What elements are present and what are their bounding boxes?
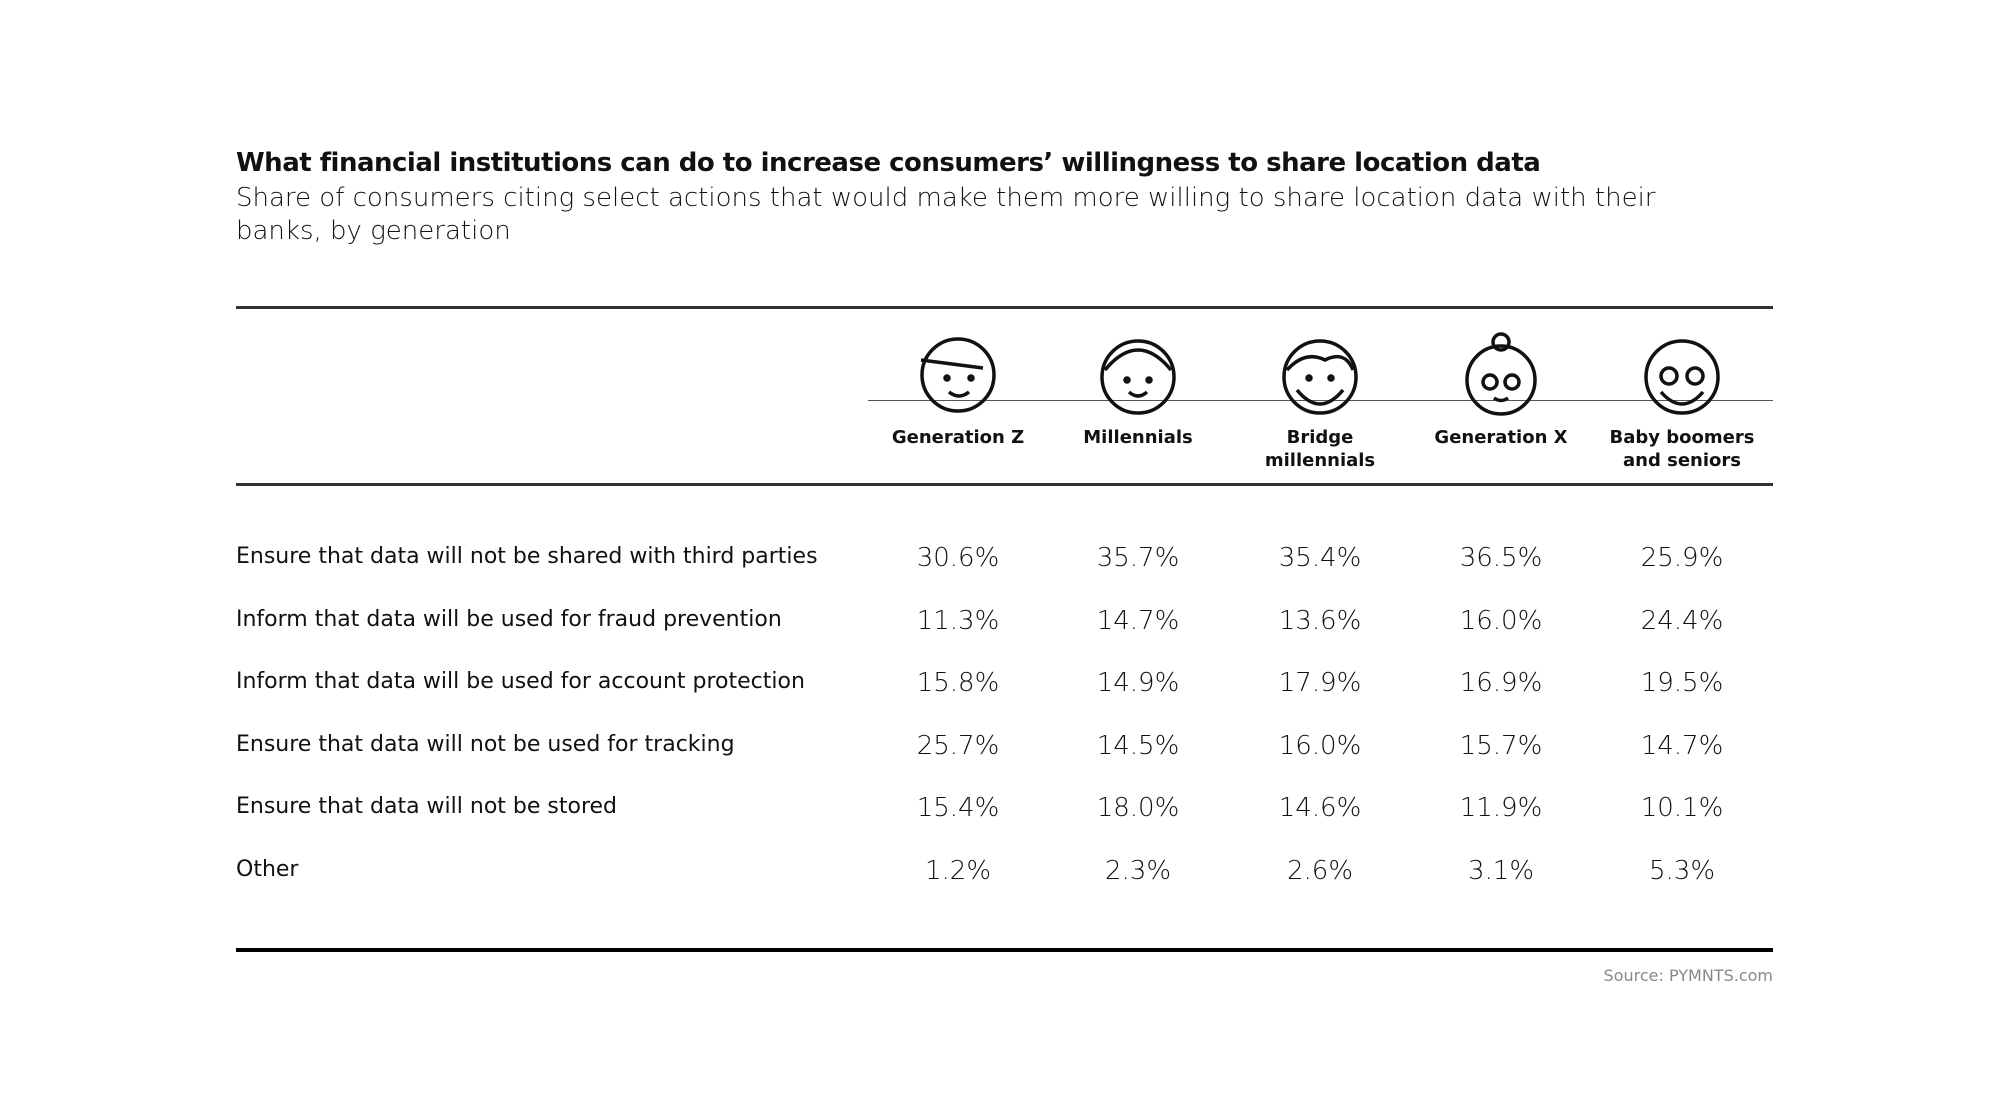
icon-millennials xyxy=(1100,339,1176,415)
cell-value: 15.7% xyxy=(1459,730,1543,761)
cell-value: 2.3% xyxy=(1104,855,1172,886)
row-label: Other xyxy=(236,856,299,882)
cell-value: 19.5% xyxy=(1640,668,1724,698)
row-label: Inform that data will be used for fraud … xyxy=(236,606,782,632)
cell-value: 24.4% xyxy=(1640,605,1724,636)
bottom-rule xyxy=(236,948,1773,952)
cell-value: 14.7% xyxy=(1640,730,1724,761)
column-header: Generation Z xyxy=(891,427,1025,448)
icon-bridge xyxy=(1282,339,1358,415)
cell-value: 14.5% xyxy=(1096,730,1180,761)
column-header: Baby boomers and seniors xyxy=(1609,427,1755,471)
cell-value: 14.7% xyxy=(1096,605,1180,636)
cell-value: 5.3% xyxy=(1648,855,1716,886)
cell-value: 13.6% xyxy=(1278,605,1362,636)
cell-value: 15.4% xyxy=(916,793,1000,823)
top-rule xyxy=(236,306,1773,309)
column-header: Generation X xyxy=(1434,427,1568,448)
column-header: Millennials xyxy=(1083,427,1193,448)
cell-value: 15.8% xyxy=(916,668,1000,698)
row-label: Inform that data will be used for accoun… xyxy=(236,669,805,694)
icon-line xyxy=(868,400,1773,401)
cell-value: 36.5% xyxy=(1459,543,1543,573)
cell-value: 14.9% xyxy=(1096,668,1180,698)
cell-value: 16.9% xyxy=(1459,668,1543,698)
title: What financial institutions can do to in… xyxy=(236,148,1541,178)
cell-value: 16.0% xyxy=(1278,730,1362,761)
icon-gen-x xyxy=(1465,332,1537,416)
cell-value: 35.4% xyxy=(1278,543,1362,573)
cell-value: 11.9% xyxy=(1459,793,1543,823)
row-label: Ensure that data will not be used for tr… xyxy=(236,731,735,757)
cell-value: 3.1% xyxy=(1467,855,1535,886)
cell-value: 2.6% xyxy=(1286,855,1354,886)
row-label: Ensure that data will not be shared with… xyxy=(236,544,818,569)
icon-boomers xyxy=(1644,339,1720,415)
cell-value: 10.1% xyxy=(1640,793,1724,823)
subtitle: Share of consumers citing select actions… xyxy=(236,183,1656,246)
cell-value: 25.9% xyxy=(1640,543,1724,573)
cell-value: 11.3% xyxy=(916,605,1000,636)
cell-value: 17.9% xyxy=(1278,668,1362,698)
row-label: Ensure that data will not be stored xyxy=(236,794,618,819)
cell-value: 1.2% xyxy=(924,855,992,886)
cell-value: 25.7% xyxy=(916,730,1000,761)
cell-value: 35.7% xyxy=(1096,543,1180,573)
source: Source: PYMNTS.com xyxy=(1603,966,1773,985)
header-rule xyxy=(236,483,1773,486)
icon-gen-z xyxy=(920,337,996,413)
cell-value: 18.0% xyxy=(1096,793,1180,823)
cell-value: 30.6% xyxy=(916,543,1000,573)
cell-value: 14.6% xyxy=(1278,793,1362,823)
column-header: Bridge millennials xyxy=(1264,427,1376,471)
cell-value: 16.0% xyxy=(1459,605,1543,636)
